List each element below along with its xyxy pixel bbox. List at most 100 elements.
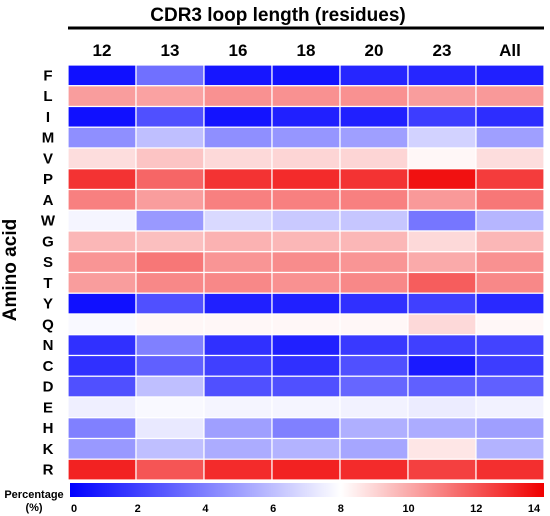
heatmap-cell: [271, 375, 341, 398]
heatmap-cell: [339, 85, 409, 108]
colorbar-tick-label: 6: [270, 503, 276, 515]
heatmap-cell: [271, 168, 341, 191]
row-label: M: [42, 130, 55, 147]
heatmap-cell: [407, 292, 477, 315]
heatmap-cell: [339, 147, 409, 170]
heatmap-cell: [67, 147, 137, 170]
column-labels: 12 13 16 18 20 23 All: [93, 41, 521, 60]
row-label: R: [43, 462, 54, 479]
heatmap-cell: [135, 417, 205, 440]
colorbar-tick-label: 14: [528, 503, 541, 515]
heatmap-cell: [407, 251, 477, 274]
heatmap-cell: [475, 64, 545, 87]
colorbar-tick-label: 8: [338, 503, 344, 515]
row-label: G: [42, 233, 54, 250]
heatmap-cell: [203, 313, 273, 336]
heatmap-cell: [407, 375, 477, 398]
heatmap-cell: [475, 437, 545, 460]
heatmap-cell: [135, 64, 205, 87]
heatmap-cell: [67, 64, 137, 87]
heatmap-cell: [67, 105, 137, 128]
heatmap-cell: [339, 375, 409, 398]
heatmap-cell: [271, 458, 341, 481]
heatmap-cell: [67, 251, 137, 274]
heatmap-cell: [135, 437, 205, 460]
heatmap-cell: [407, 209, 477, 232]
heatmap-cell: [135, 188, 205, 211]
heatmap-cell: [67, 209, 137, 232]
row-label: N: [43, 337, 54, 354]
heatmap-cells: [67, 64, 545, 481]
colorbar: Percentage (%) 0 2 4 6 8 10 12 14: [4, 483, 544, 515]
heatmap-cell: [271, 188, 341, 211]
heatmap-cell: [475, 85, 545, 108]
heatmap-cell: [67, 334, 137, 357]
heatmap-cell: [203, 209, 273, 232]
heatmap-cell: [271, 292, 341, 315]
heatmap-cell: [67, 188, 137, 211]
heatmap-cell: [203, 396, 273, 419]
heatmap-cell: [339, 168, 409, 191]
heatmap-cell: [407, 85, 477, 108]
heatmap-cell: [203, 437, 273, 460]
heatmap-cell: [407, 396, 477, 419]
heatmap-cell: [475, 396, 545, 419]
heatmap-cell: [203, 188, 273, 211]
heatmap-cell: [203, 168, 273, 191]
row-label: P: [43, 171, 53, 188]
heatmap-cell: [135, 209, 205, 232]
heatmap-cell: [135, 126, 205, 149]
y-axis-label: Amino acid: [0, 219, 21, 321]
heatmap-cell: [203, 458, 273, 481]
heatmap-cell: [67, 168, 137, 191]
heatmap-cell: [203, 147, 273, 170]
heatmap-cell: [339, 105, 409, 128]
heatmap-cell: [339, 334, 409, 357]
row-label: E: [43, 399, 53, 416]
row-label: A: [43, 192, 54, 209]
column-label: 12: [93, 41, 112, 60]
heatmap-cell: [135, 354, 205, 377]
heatmap-cell: [475, 251, 545, 274]
heatmap-cell: [67, 271, 137, 294]
heatmap-cell: [135, 375, 205, 398]
heatmap-cell: [271, 230, 341, 253]
heatmap-cell: [67, 230, 137, 253]
heatmap-cell: [271, 334, 341, 357]
row-label: L: [43, 88, 52, 105]
heatmap-cell: [135, 271, 205, 294]
column-label: 20: [365, 41, 384, 60]
colorbar-label-line-1: Percentage: [4, 489, 63, 501]
heatmap-cell: [67, 292, 137, 315]
heatmap-cell: [339, 251, 409, 274]
row-label: T: [43, 275, 52, 292]
heatmap-cell: [135, 105, 205, 128]
heatmap-cell: [475, 126, 545, 149]
heatmap-cell: [203, 230, 273, 253]
heatmap-cell: [407, 168, 477, 191]
colorbar-ticks: 0 2 4 6 8 10 12 14: [71, 503, 541, 515]
heatmap-cell: [475, 271, 545, 294]
heatmap-cell: [475, 375, 545, 398]
heatmap-cell: [475, 458, 545, 481]
heatmap-cell: [475, 334, 545, 357]
heatmap-cell: [407, 271, 477, 294]
row-label: Q: [42, 316, 54, 333]
heatmap-cell: [203, 375, 273, 398]
heatmap-cell: [203, 85, 273, 108]
heatmap-cell: [475, 147, 545, 170]
colorbar-tick-label: 0: [71, 503, 77, 515]
heatmap-cell: [475, 292, 545, 315]
heatmap-cell: [271, 105, 341, 128]
heatmap-cell: [203, 417, 273, 440]
heatmap-cell: [203, 354, 273, 377]
heatmap-cell: [407, 334, 477, 357]
heatmap-cell: [339, 458, 409, 481]
heatmap-cell: [339, 209, 409, 232]
heatmap-cell: [135, 168, 205, 191]
heatmap-cell: [475, 209, 545, 232]
heatmap-cell: [67, 313, 137, 336]
heatmap-cell: [271, 313, 341, 336]
heatmap-cell: [475, 230, 545, 253]
